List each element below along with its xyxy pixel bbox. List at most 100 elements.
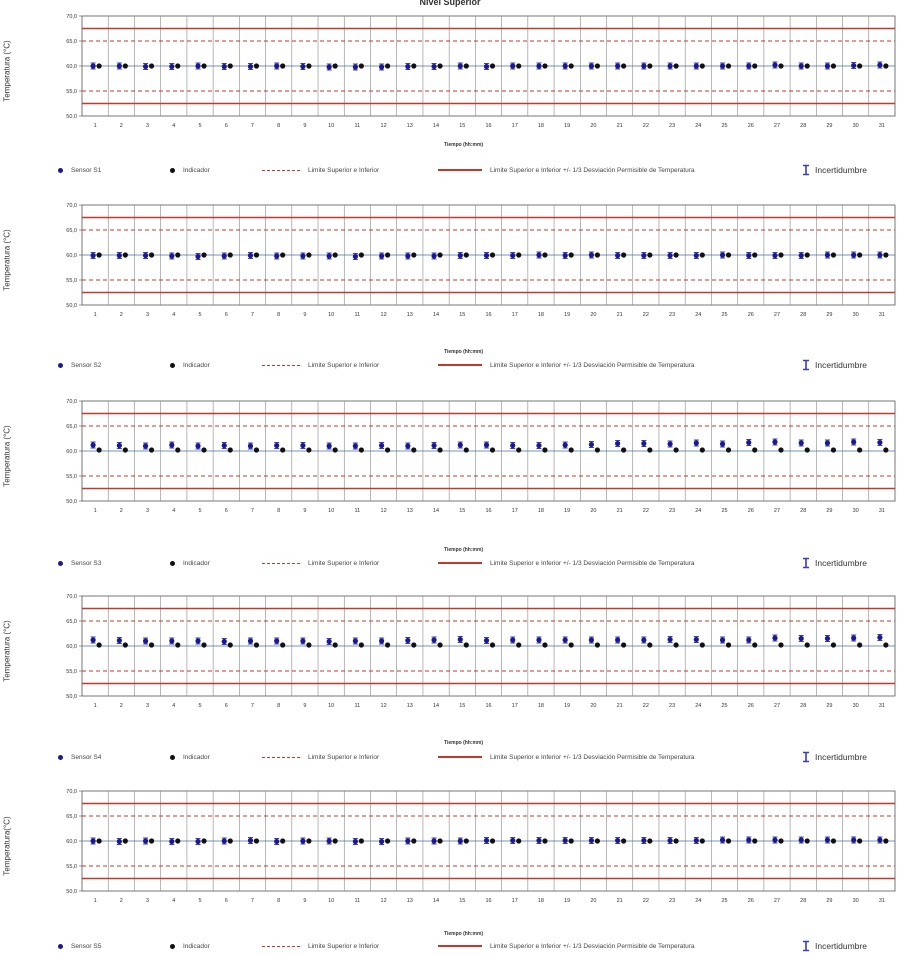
x-tick-label: 6 <box>225 703 228 709</box>
sensor-point <box>352 443 358 449</box>
sensor-point <box>536 63 542 69</box>
x-tick-label: 14 <box>433 508 439 514</box>
legend-item-indicator: Indicador <box>170 162 210 178</box>
x-tick-label: 11 <box>355 123 361 129</box>
sensor-point <box>169 442 175 448</box>
indicator-point <box>411 642 417 648</box>
indicator-point <box>201 838 207 844</box>
sensor-point <box>274 253 280 259</box>
legend: Sensor S3 Indicador Limite Superior e In… <box>0 555 900 571</box>
sensor-marker-swatch <box>58 560 63 566</box>
x-tick-label: 25 <box>721 123 727 129</box>
x-tick-label: 2 <box>120 898 123 904</box>
sensor-point <box>588 837 595 844</box>
x-tick-label: 23 <box>669 703 675 709</box>
x-tick-label: 29 <box>826 123 832 129</box>
sensor-point <box>824 63 831 69</box>
indicator-point <box>621 252 627 258</box>
x-tick-label: 19 <box>564 898 570 904</box>
solid-line-swatch <box>438 364 482 366</box>
x-tick-label: 24 <box>695 508 701 514</box>
indicator-point <box>778 63 784 69</box>
x-tick-label: 12 <box>381 898 387 904</box>
sensor-point <box>221 838 227 844</box>
x-tick-label: 8 <box>277 898 280 904</box>
x-tick-label: 31 <box>879 703 885 709</box>
indicator-point <box>857 63 863 69</box>
sensor-point <box>116 63 122 69</box>
x-tick-label: 26 <box>748 898 754 904</box>
sensor-point <box>851 439 857 445</box>
x-tick-label: 9 <box>303 898 306 904</box>
x-tick-label: 23 <box>669 312 675 318</box>
sensor-point <box>352 64 358 70</box>
sensor-point <box>352 838 358 845</box>
indicator-point <box>647 447 653 453</box>
sensor-point <box>457 838 463 844</box>
indicator-point <box>857 252 863 258</box>
x-tick-label: 27 <box>774 508 780 514</box>
y-tick-label: 50,0 <box>66 694 77 700</box>
indicator-point <box>804 838 810 844</box>
sensor-point <box>772 62 778 68</box>
indicator-point <box>621 63 627 69</box>
indicator-point <box>384 252 391 258</box>
x-tick-label: 16 <box>485 123 491 129</box>
dashed-line-swatch <box>262 364 300 366</box>
y-tick-label: 55,0 <box>66 278 77 284</box>
x-tick-label: 16 <box>485 312 491 318</box>
x-tick-label: 13 <box>407 508 413 514</box>
x-tick-label: 8 <box>277 312 280 318</box>
sensor-point <box>169 253 175 259</box>
x-tick-label: 25 <box>721 703 727 709</box>
sensor-point <box>693 837 699 844</box>
indicator-point <box>542 642 548 648</box>
sensor-point <box>772 635 778 641</box>
sensor-point <box>615 837 621 844</box>
x-tick-label: 4 <box>172 898 175 904</box>
indicator-point <box>778 252 784 258</box>
sensor-point <box>431 637 437 643</box>
indicator-point <box>857 447 863 453</box>
indicator-point <box>752 642 758 648</box>
sensor-point <box>90 252 96 259</box>
x-tick-label: 9 <box>303 508 306 514</box>
x-tick-label: 6 <box>225 312 228 318</box>
legend-item-sensor: Sensor S3 <box>58 555 101 571</box>
sensor-point <box>693 252 699 259</box>
indicator-point <box>516 447 522 453</box>
legend: Sensor S1 Indicador Limite Superior e In… <box>0 162 900 178</box>
sensor-point <box>851 635 857 641</box>
sensor-point <box>326 64 332 70</box>
x-tick-label: 8 <box>277 123 280 129</box>
indicator-point <box>568 642 574 648</box>
sensor-point <box>510 252 516 259</box>
sensor-point <box>90 637 96 643</box>
x-tick-label: 9 <box>303 312 306 318</box>
indicator-point <box>253 252 260 258</box>
sensor-point <box>378 442 385 449</box>
x-tick-label: 15 <box>459 508 465 514</box>
indicator-point <box>175 252 181 258</box>
x-tick-label: 28 <box>800 898 806 904</box>
sensor-point <box>457 252 463 259</box>
x-tick-label: 7 <box>251 123 254 129</box>
x-tick-label: 26 <box>748 123 754 129</box>
dashed-line-swatch <box>262 562 300 564</box>
x-tick-label: 30 <box>853 898 859 904</box>
x-tick-label: 3 <box>146 123 149 129</box>
x-tick-label: 11 <box>355 508 361 514</box>
sensor-point <box>851 252 857 258</box>
x-tick-label: 12 <box>381 703 387 709</box>
indicator-point <box>280 642 286 648</box>
sensor-point <box>746 637 752 643</box>
indicator-point <box>542 838 548 844</box>
indicator-point <box>594 642 601 648</box>
indicator-point <box>778 838 784 844</box>
x-tick-label: 28 <box>800 123 806 129</box>
x-tick-label: 21 <box>617 508 623 514</box>
sensor-point <box>562 252 568 259</box>
sensor-point <box>877 634 883 641</box>
sensor-point <box>641 440 647 447</box>
sensor-point <box>746 837 752 843</box>
